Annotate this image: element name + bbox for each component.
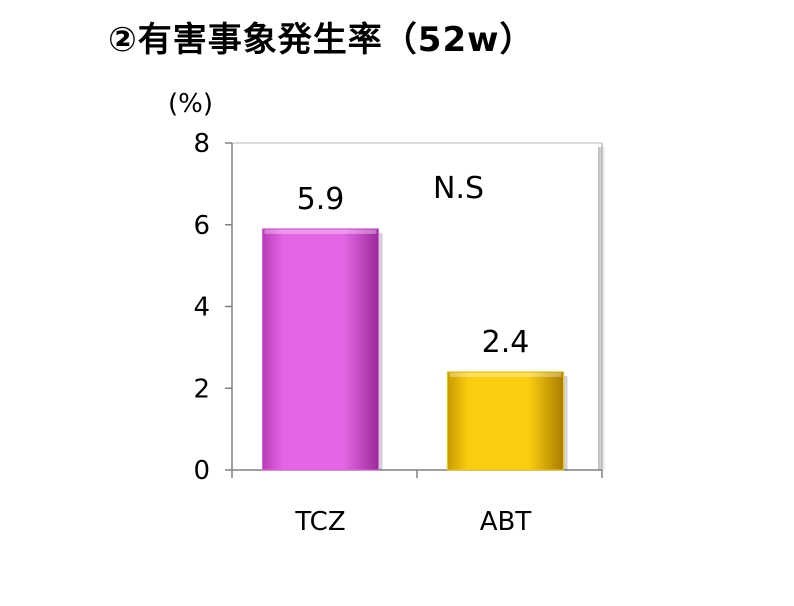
significance-annotation: N.S (433, 171, 484, 206)
bar-tcz (262, 228, 379, 471)
bar-highlight (449, 372, 562, 377)
y-tick-label: 0 (193, 456, 210, 486)
x-category-label-abt: ABT (480, 507, 532, 537)
bar-highlight (264, 229, 377, 234)
y-tick-label: 6 (193, 211, 210, 241)
value-label-abt: 2.4 (482, 325, 530, 360)
y-tick-label: 8 (193, 129, 210, 159)
bar-abt (447, 371, 564, 471)
y-tick-label: 4 (193, 293, 210, 323)
plot-frame (232, 142, 606, 470)
value-label-tcz: 5.9 (297, 182, 345, 217)
chart-title: ②有害事象発生率（52w） (108, 20, 535, 60)
y-tick-label: 2 (193, 374, 210, 404)
y-axis-unit-label: (%) (168, 89, 213, 119)
x-category-label-tcz: TCZ (294, 507, 345, 537)
